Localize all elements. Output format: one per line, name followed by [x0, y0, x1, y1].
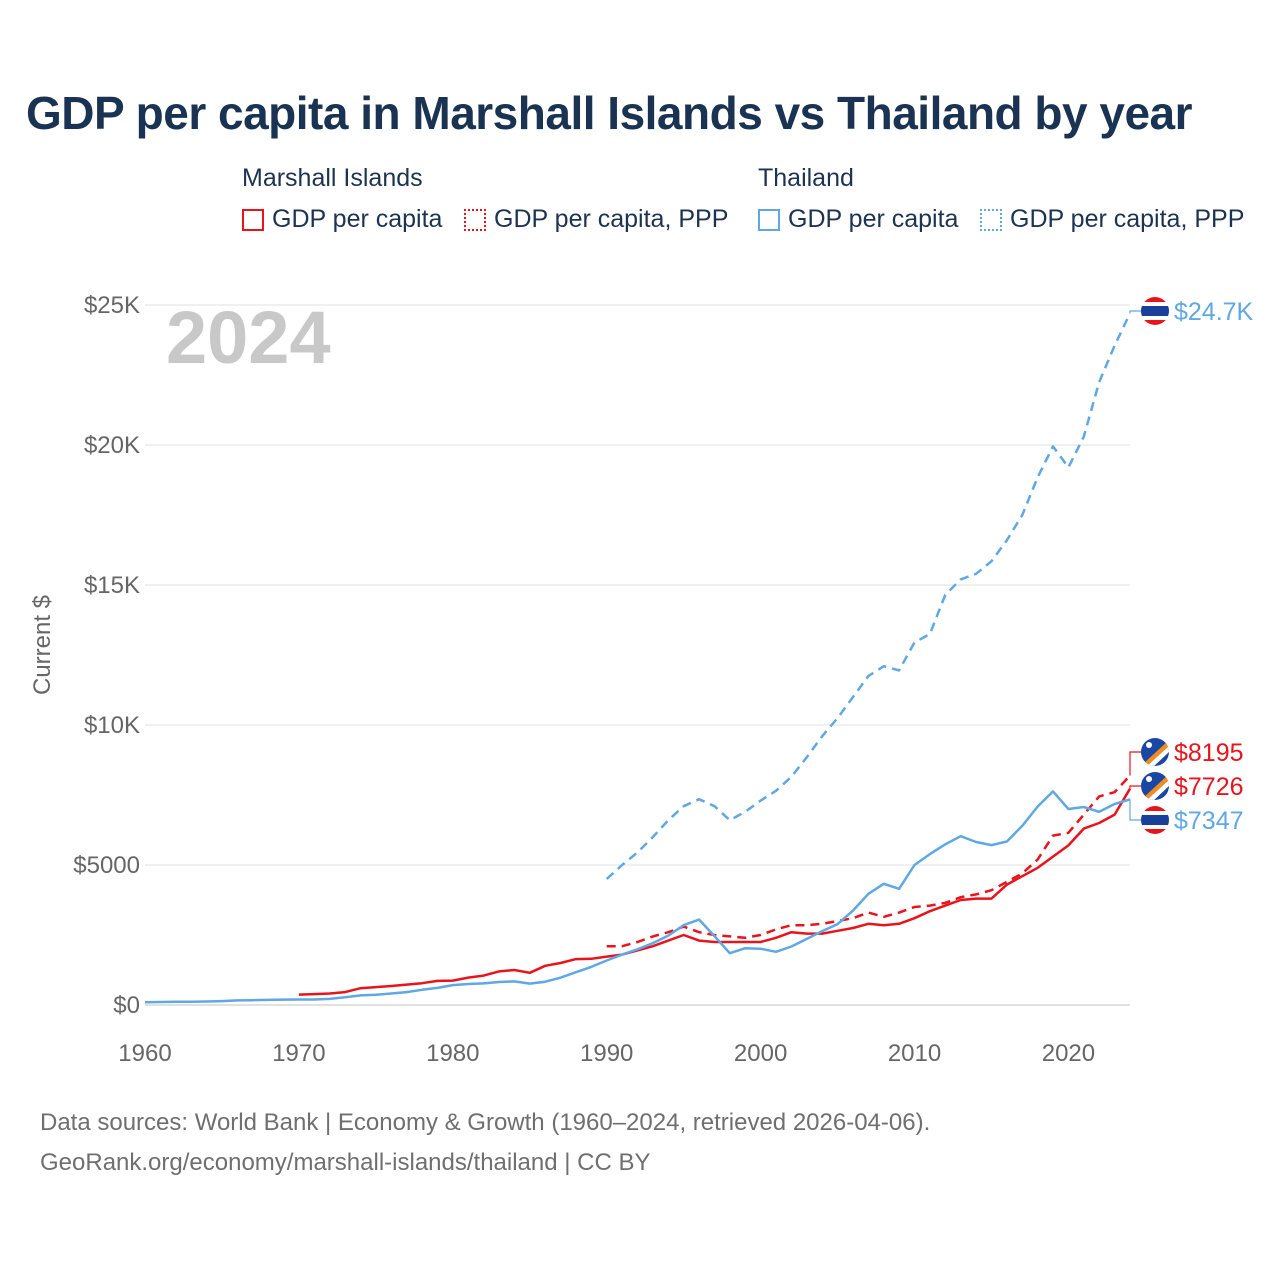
end-label-connector	[1129, 310, 1141, 314]
y-axis-label: Current $	[29, 595, 56, 695]
y-tick-label: $10K	[84, 712, 140, 739]
x-tick-label: 1990	[580, 1040, 633, 1067]
legend-item-marshall-gdp[interactable]: GDP per capita	[242, 205, 442, 234]
x-tick-label: 2000	[734, 1040, 787, 1067]
legend-label: GDP per capita, PPP	[1010, 205, 1245, 233]
x-tick-label: 1980	[426, 1040, 479, 1067]
end-value-label: $24.7K	[1174, 298, 1254, 326]
legend-item-thailand-gdp-ppp[interactable]: GDP per capita, PPP	[980, 205, 1244, 234]
year-badge: 2024	[166, 296, 331, 379]
x-tick-label: 2010	[888, 1040, 941, 1067]
legend-swatch-dotted-red	[464, 208, 486, 231]
legend-item-marshall-gdp-ppp[interactable]: GDP per capita, PPP	[464, 205, 728, 234]
legend-label: GDP per capita, PPP	[494, 205, 729, 233]
marshall-islands-flag-icon	[1141, 772, 1169, 800]
series-line[interactable]	[606, 774, 1131, 948]
marshall-islands-flag-icon	[1141, 738, 1169, 766]
series-line[interactable]	[298, 788, 1132, 996]
chart-title: GDP per capita in Marshall Islands vs Th…	[26, 87, 1193, 139]
y-tick-label: $0	[113, 992, 140, 1019]
series-line[interactable]	[144, 790, 1131, 1004]
footer-sources: Data sources: World Bank | Economy & Gro…	[40, 1109, 931, 1136]
end-value-label: $8195	[1174, 739, 1244, 767]
end-label-connector	[1129, 785, 1141, 789]
footer-url[interactable]: GeoRank.org/economy/marshall-islands/tha…	[40, 1149, 651, 1176]
series-line[interactable]	[605, 312, 1132, 880]
end-label-connector	[1129, 799, 1141, 821]
x-tick-label: 2020	[1042, 1040, 1095, 1067]
legend-title-marshall-islands: Marshall Islands	[242, 164, 423, 192]
y-tick-label: $20K	[84, 432, 140, 459]
thailand-flag-icon	[1141, 297, 1169, 325]
y-tick-label: $5000	[73, 852, 140, 879]
y-tick-label: $25K	[84, 292, 140, 319]
legend-item-thailand-gdp[interactable]: GDP per capita	[758, 205, 958, 234]
legend-title-thailand: Thailand	[758, 164, 854, 192]
legend-swatch-solid-red	[242, 208, 264, 231]
y-tick-label: $15K	[84, 572, 140, 599]
end-label-connector	[1129, 751, 1141, 776]
end-value-label: $7347	[1174, 807, 1244, 835]
end-value-label: $7726	[1174, 773, 1244, 801]
x-tick-label: 1960	[118, 1040, 171, 1067]
legend-swatch-solid-blue	[758, 208, 780, 231]
legend-label: GDP per capita	[788, 205, 959, 233]
x-tick-label: 1970	[272, 1040, 325, 1067]
legend-label: GDP per capita	[272, 205, 443, 233]
legend-swatch-dotted-blue	[980, 208, 1002, 231]
line-chart: 2024 $0 $5000 $10K $15K $20K $25K 1960 1970 1980…	[29, 292, 1254, 1067]
thailand-flag-icon	[1141, 806, 1169, 834]
